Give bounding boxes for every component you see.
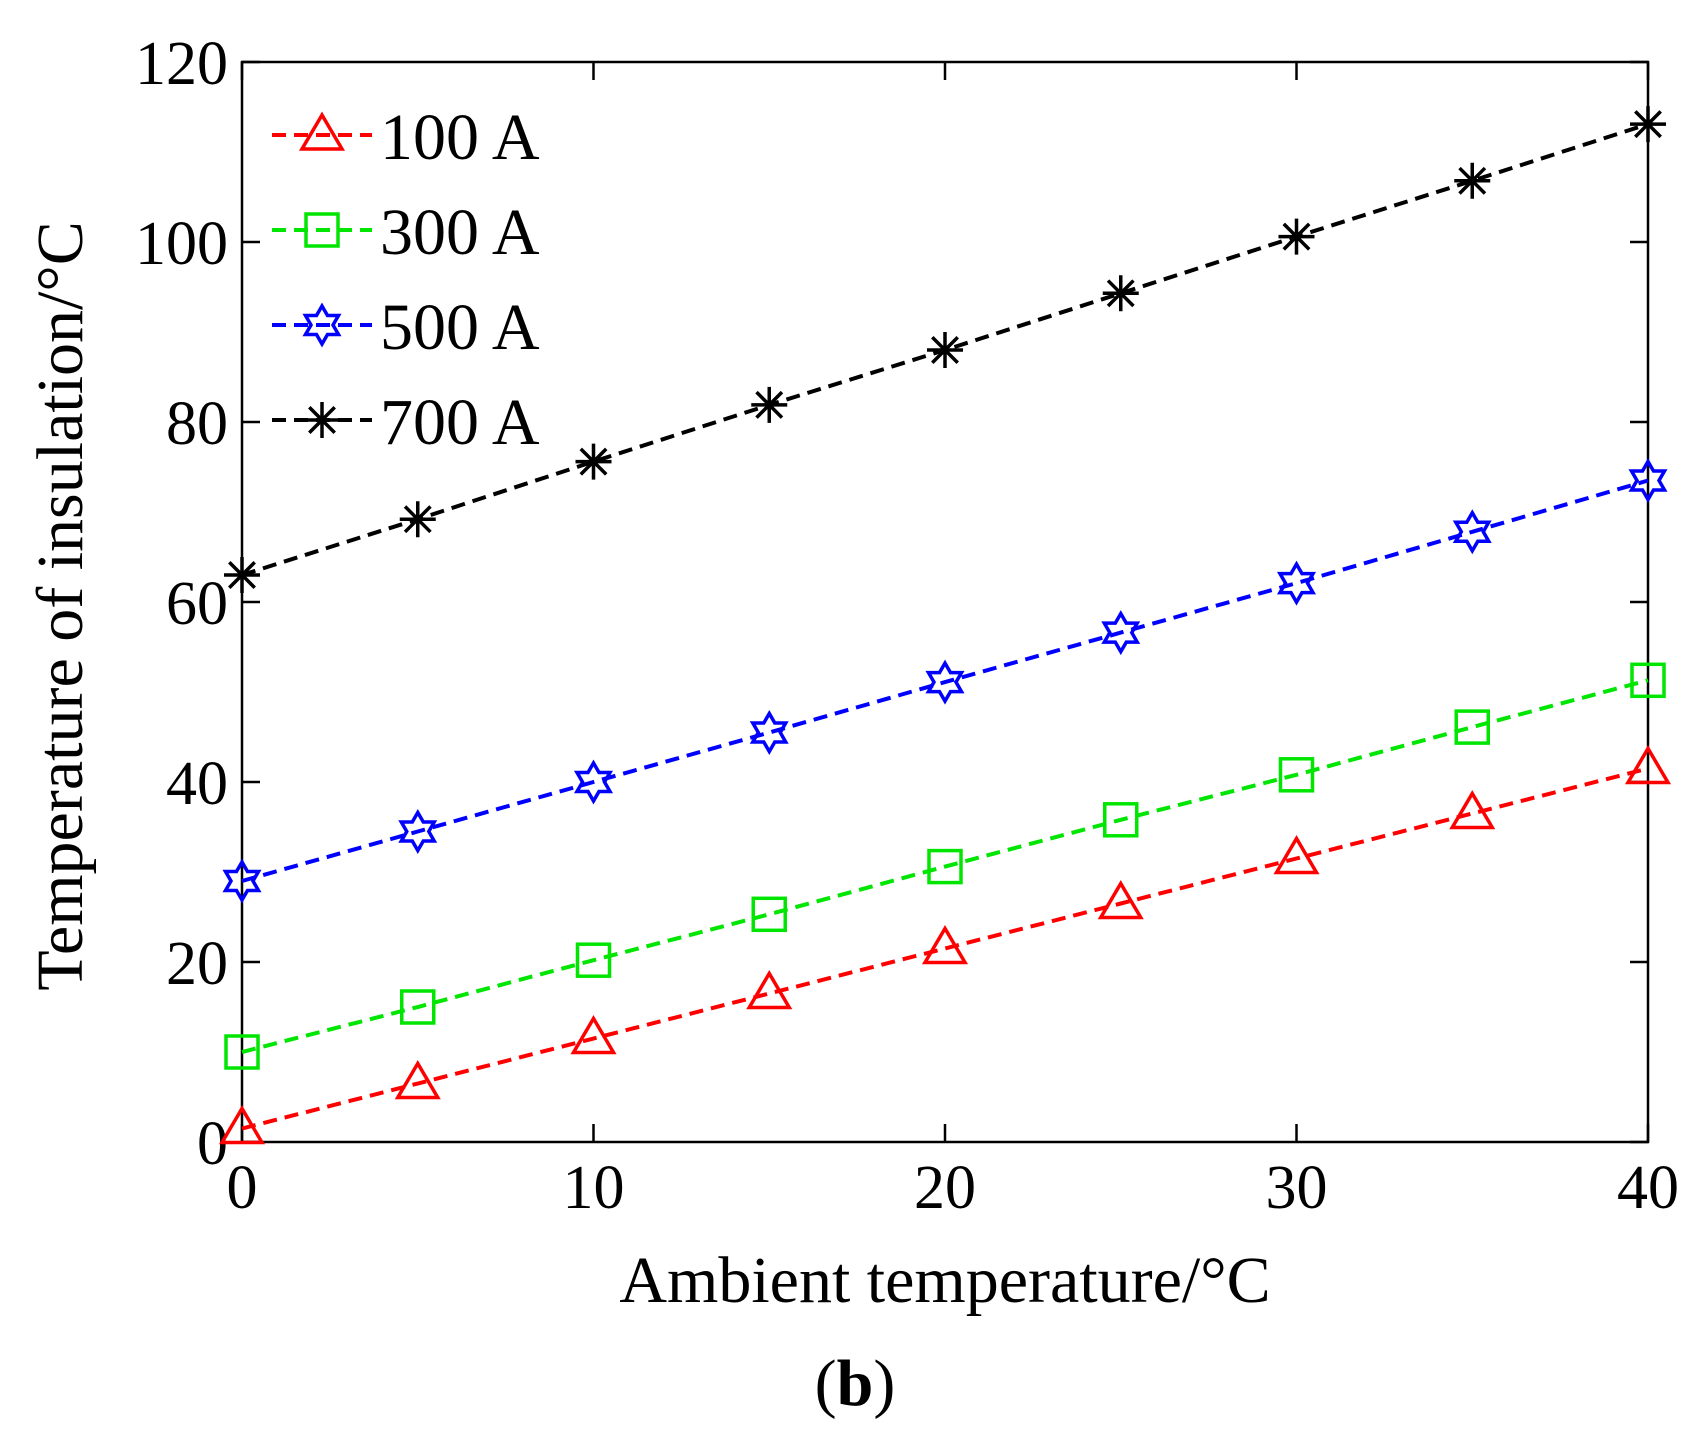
series-line [241,478,1649,883]
series-500-a [222,458,1668,904]
panel-label: (b) [815,1347,896,1420]
y-tick-label: 80 [166,390,228,458]
x-tick-label: 40 [1617,1154,1679,1222]
y-tick-label: 60 [166,570,228,638]
data-point [1630,106,1666,143]
legend-label: 100 A [380,101,540,174]
data-point [927,332,963,368]
data-point [751,896,787,933]
legend-marker [304,402,340,438]
data-point [224,1034,260,1070]
x-tick-label: 30 [1266,1154,1328,1222]
data-point [399,501,436,538]
data-point [575,443,612,480]
data-point [927,848,963,885]
data-point [224,557,260,593]
series-700-a [224,106,1666,593]
legend-entry: 300 A [272,196,540,269]
data-point [1103,802,1139,838]
data-point [1630,662,1666,699]
data-point [1097,880,1144,920]
y-axis-title: Temperature of insulation/°C [24,221,97,991]
data-point [218,1105,266,1145]
x-tick-label: 10 [563,1154,625,1222]
y-tick-label: 20 [166,930,228,998]
data-point [394,1060,441,1100]
series-line [241,766,1649,1131]
x-axis-title: Ambient temperature/°C [619,1244,1270,1317]
data-point [1102,275,1139,312]
data-point [570,1015,617,1055]
legend-label: 700 A [380,386,540,459]
series-line [241,678,1649,1054]
panel-label-close-paren: ) [873,1347,895,1420]
legend-entry: 100 A [272,101,540,174]
data-point [573,759,614,805]
data-point [921,925,969,965]
legend-marker [298,111,346,151]
data-point [746,970,793,1010]
data-point [1276,560,1317,606]
data-point [1454,162,1491,199]
y-tick-label: 40 [166,750,228,818]
x-tick-label: 0 [227,1154,258,1222]
legend-marker [302,302,342,348]
data-point [400,989,436,1025]
data-point [1454,709,1490,745]
legend-entry: 700 A [272,386,540,459]
legend-label: 300 A [380,196,540,269]
data-point [1624,745,1672,785]
data-point [1628,458,1668,503]
data-point [1273,835,1320,875]
panel-label-open-paren: ( [815,1347,837,1420]
data-point [1449,790,1496,830]
series-300-a [224,662,1666,1070]
data-point [222,858,262,904]
y-tick-label: 120 [135,30,228,98]
data-point [1278,757,1315,793]
y-tick-label: 100 [135,210,228,278]
legend-entry: 500 A [272,291,540,364]
data-point [749,710,789,755]
panel-label-letter: b [837,1347,874,1420]
data-point [751,386,788,423]
data-point [575,942,612,978]
data-point [1101,610,1141,656]
series-100-a [218,745,1672,1145]
legend-label: 500 A [380,291,540,364]
data-point [1278,218,1315,255]
legend-marker [304,212,340,248]
data-point [1452,509,1492,555]
data-point [398,809,438,854]
x-tick-label: 20 [914,1154,976,1222]
data-point [925,659,965,705]
